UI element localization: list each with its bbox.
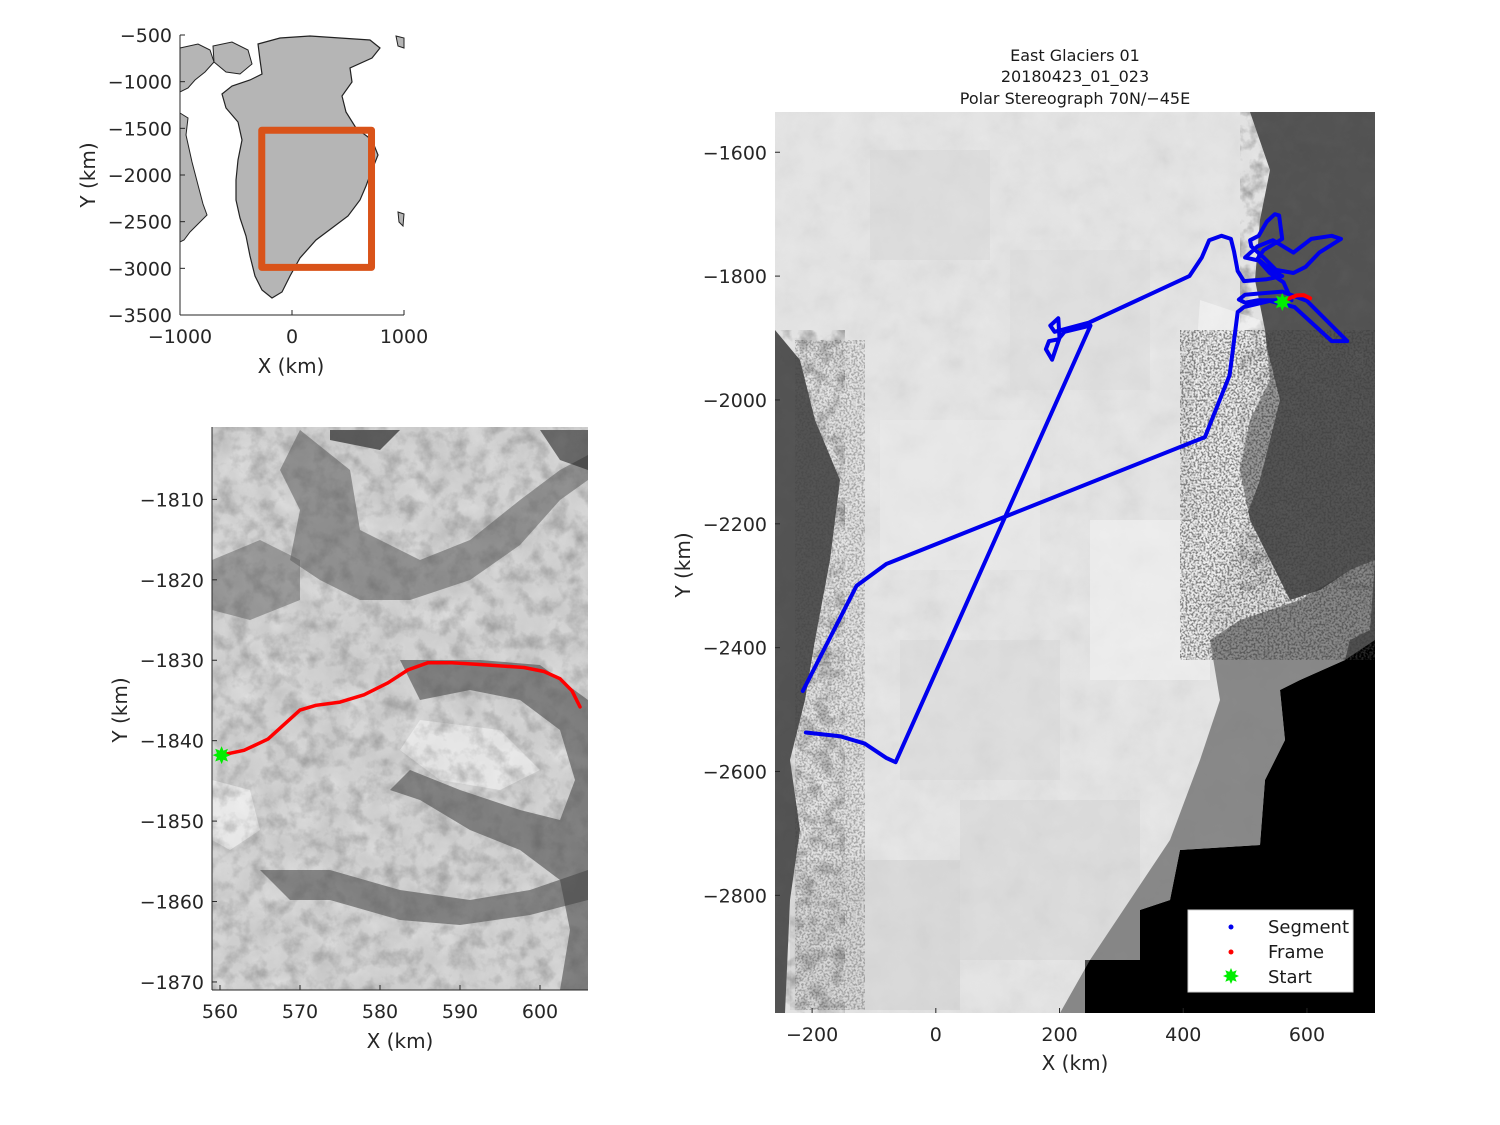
zoom-y-tick-label: −1810: [140, 489, 204, 511]
zoom-panel-axes: 560 570 580 590 600 −1810 −1820 −1830 −1840 −185…: [108, 427, 588, 1053]
main-y-tick-label: −2400: [703, 638, 767, 660]
main-y-tick-label: −2600: [703, 761, 767, 783]
main-map-axes: −200 0 200 400 600 −1600−1800−2000−2200−2400…: [671, 46, 1375, 1075]
main-x-tick-label: 0: [930, 1024, 942, 1046]
main-y-tick-label: −1800: [703, 266, 767, 288]
main-x-tick-label: 200: [1041, 1024, 1077, 1046]
overview-x-label: X (km): [258, 354, 325, 378]
overview-y-tick-label: −2000: [108, 165, 172, 187]
legend-start-label: Start: [1268, 967, 1312, 988]
main-y-tick-label: −2800: [703, 885, 767, 907]
zoom-y-tick-label: −1860: [140, 892, 204, 914]
main-y-tick-label: −1600: [703, 142, 767, 164]
zoom-x-tick-label: 590: [442, 1001, 478, 1023]
zoom-frame-line: [219, 660, 582, 757]
zoom-y-tick-label: −1870: [140, 972, 204, 994]
overview-y-label: Y (km): [76, 142, 100, 208]
zoom-y-label: Y (km): [108, 677, 132, 743]
main-x-tick-label: 400: [1165, 1024, 1201, 1046]
overview-y-tick-label: −2500: [108, 212, 172, 234]
overview-y-tick-label: −1500: [108, 118, 172, 140]
overview-map-axes: −1000 0 1000 −500 −1000 −1500 −2000 −2500 −3000…: [76, 25, 428, 378]
zoom-y-tick-label: −1820: [140, 570, 204, 592]
overview-x-ticks: −1000 0 1000: [148, 310, 428, 348]
main-y-label: Y (km): [671, 532, 695, 598]
main-x-ticks: −200 0 200 400 600: [786, 1008, 1325, 1046]
main-x-tick-label: −200: [786, 1024, 838, 1046]
overview-y-tick-label: −3500: [108, 305, 172, 327]
overview-x-tick-label: 0: [286, 326, 298, 348]
segment-flight-line: [800, 212, 1350, 765]
legend-start-star: [1223, 968, 1239, 984]
zoom-x-label: X (km): [367, 1029, 434, 1053]
zoom-y-tick-label: −1840: [140, 731, 204, 753]
main-start-star: [1273, 293, 1292, 311]
main-title-line-2: 20180423_01_023: [1001, 67, 1149, 87]
legend-frame-marker: [1228, 949, 1234, 955]
legend: Segment Frame Start: [1187, 909, 1354, 993]
legend-start-marker: [1223, 968, 1239, 984]
main-y-tick-label: −2200: [703, 514, 767, 536]
legend-segment-marker: [1228, 924, 1234, 930]
main-y-tick-label: −2000: [703, 390, 767, 412]
zoom-start-star: [212, 746, 231, 765]
zoom-y-ticks: −1810 −1820 −1830 −1840 −1850 −1860 −1870: [140, 489, 217, 994]
zoom-x-tick-label: 570: [282, 1001, 318, 1023]
overview-x-tick-label: 1000: [380, 326, 428, 348]
legend-box: [1187, 909, 1354, 993]
zoom-y-tick-label: −1830: [140, 650, 204, 672]
zoom-x-tick-label: 560: [202, 1001, 238, 1023]
legend-segment-label: Segment: [1268, 917, 1349, 938]
zoom-axis-lines: [211, 427, 588, 991]
legend-frame-label: Frame: [1268, 942, 1324, 963]
main-title-line-1: East Glaciers 01: [1010, 46, 1140, 65]
zoom-x-tick-label: 600: [522, 1001, 558, 1023]
overview-y-tick-label: −500: [120, 25, 172, 47]
zoom-start-marker: [212, 746, 231, 765]
overview-y-tick-label: −1000: [108, 72, 172, 94]
main-start-marker: [1273, 293, 1292, 311]
zoom-basemap-image: [212, 427, 588, 990]
main-y-ticks: −1600 −1800 −2000 −2200 −2400 −2600 −2800: [703, 142, 780, 907]
main-basemap-image: [775, 112, 1375, 1013]
zoom-y-tick-label: −1850: [140, 811, 204, 833]
frame-flight-line: [1280, 293, 1313, 304]
overview-x-tick-label: −1000: [148, 326, 212, 348]
main-title-line-3: Polar Stereograph 70N/−45E: [960, 89, 1190, 108]
main-x-label: X (km): [1042, 1051, 1109, 1075]
overview-y-tick-label: −3000: [108, 258, 172, 280]
overview-y-ticks: −500 −1000 −1500 −2000 −2500 −3000 −3500: [108, 25, 185, 327]
main-x-tick-label: 600: [1289, 1024, 1325, 1046]
zoom-x-tick-label: 580: [362, 1001, 398, 1023]
zoom-x-ticks: 560 570 580 590 600: [202, 985, 558, 1023]
region-box: [258, 126, 376, 271]
